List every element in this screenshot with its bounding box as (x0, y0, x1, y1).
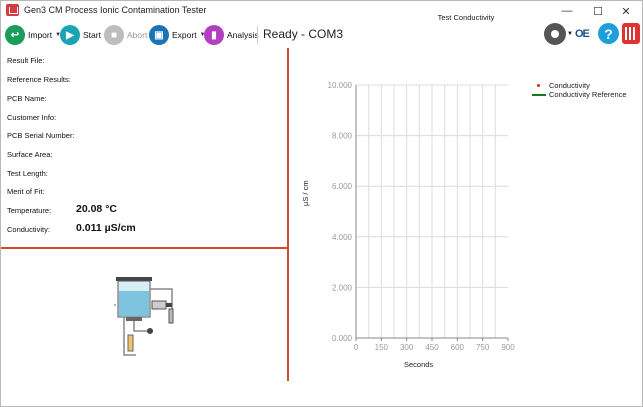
legend-item-conductivity: Conductivity (532, 81, 627, 90)
info-panel: Result File: Reference Results: PCB Name… (1, 48, 288, 406)
x-tick-label: 150 (375, 343, 389, 352)
help-icon[interactable]: ? (598, 23, 619, 44)
pcb-serial-label: PCB Serial Number: (7, 131, 75, 140)
export-caret-icon: ▼ (199, 32, 206, 38)
export-button[interactable]: ▣ Export ▼ (149, 24, 206, 46)
conductivity-row: Conductivity: 0.011 µS/cm (7, 222, 136, 234)
y-tick-label: 4.000 (332, 233, 353, 242)
legend-item-reference: Conductivity Reference (532, 90, 627, 99)
minimize-button[interactable]: — (561, 5, 573, 17)
export-label: Export (172, 30, 197, 40)
x-axis-label: Seconds (404, 360, 434, 369)
conductivity-value: 0.011 µS/cm (76, 222, 136, 234)
toolbar-separator (257, 26, 258, 44)
window-title: Gen3 CM Process Ionic Contamination Test… (24, 5, 207, 15)
toolbar: ↩ Import ▼ ▶ Start ■ Abort ▣ Export ▼ ▮ … (1, 22, 642, 48)
start-label: Start (83, 30, 101, 40)
save-icon: ▣ (149, 25, 169, 45)
chart-legend: Conductivity Conductivity Reference (532, 81, 627, 99)
x-tick-label: 600 (451, 343, 465, 352)
y-tick-label: 0.000 (332, 334, 353, 343)
stop-icon: ■ (104, 25, 124, 45)
start-button[interactable]: ▶ Start (60, 24, 101, 46)
merit-of-fit-label: Merit of Fit: (7, 187, 45, 196)
y-tick-label: 6.000 (332, 182, 353, 191)
temperature-row: Temperature: 20.08 °C (7, 203, 117, 215)
customer-info-label: Customer Info: (7, 113, 57, 122)
legend-line-icon (532, 91, 546, 99)
tester-apparatus-icon (114, 277, 174, 356)
legend-dot-icon (532, 82, 546, 90)
y-tick-label: 2.000 (332, 283, 353, 292)
settings-caret-icon[interactable]: ▼ (567, 31, 573, 37)
legend-label-conductivity: Conductivity (549, 81, 590, 90)
close-button[interactable]: ✕ (621, 5, 631, 18)
bar-chart-icon: ▮ (204, 25, 224, 45)
surface-area-label: Surface Area: (7, 150, 53, 159)
reference-results-label: Reference Results: (7, 75, 71, 84)
panel-divider-horizontal (1, 247, 289, 249)
conductivity-label: Conductivity: (7, 225, 50, 234)
test-length-label: Test Length: (7, 169, 48, 178)
gear-icon[interactable] (544, 23, 566, 45)
x-tick-label: 450 (425, 343, 439, 352)
temperature-label: Temperature: (7, 206, 52, 215)
x-tick-label: 0 (354, 343, 359, 352)
maximize-button[interactable]: ☐ (593, 5, 603, 18)
chart-title: Test Conductivity (437, 13, 495, 22)
x-tick-label: 750 (476, 343, 490, 352)
analysis-label: Analysis (227, 30, 259, 40)
play-icon: ▶ (60, 25, 80, 45)
import-caret-icon: ▼ (55, 32, 62, 38)
abort-label: Abort (127, 30, 148, 40)
import-button[interactable]: ↩ Import ▼ (5, 24, 61, 46)
app-icon (6, 4, 19, 16)
legend-label-reference: Conductivity Reference (549, 90, 627, 99)
x-tick-label: 300 (400, 343, 414, 352)
panel-divider-vertical[interactable] (287, 48, 289, 381)
brand-logo-icon (622, 23, 640, 44)
result-file-label: Result File: (7, 56, 45, 65)
analysis-button[interactable]: ▮ Analysis (204, 24, 259, 46)
connection-status: Ready - COM3 (263, 27, 344, 41)
x-tick-label: 900 (501, 343, 515, 352)
status-strip (1, 381, 642, 406)
import-icon: ↩ (5, 25, 25, 45)
title-bar: Gen3 CM Process Ionic Contamination Test… (1, 1, 642, 21)
conductivity-chart: 0.000 2.000 4.000 6.000 8.000 10.000 0 150 300 45… (328, 81, 516, 352)
y-axis-label: µS / cm (301, 180, 310, 206)
y-tick-label: 8.000 (332, 132, 353, 141)
pcb-name-label: PCB Name: (7, 94, 47, 103)
import-label: Import (28, 30, 53, 40)
abort-button[interactable]: ■ Abort (104, 24, 147, 46)
oe-logo-icon[interactable]: OE (575, 28, 590, 40)
temperature-value: 20.08 °C (76, 203, 117, 215)
y-tick-label: 10.000 (328, 81, 353, 90)
